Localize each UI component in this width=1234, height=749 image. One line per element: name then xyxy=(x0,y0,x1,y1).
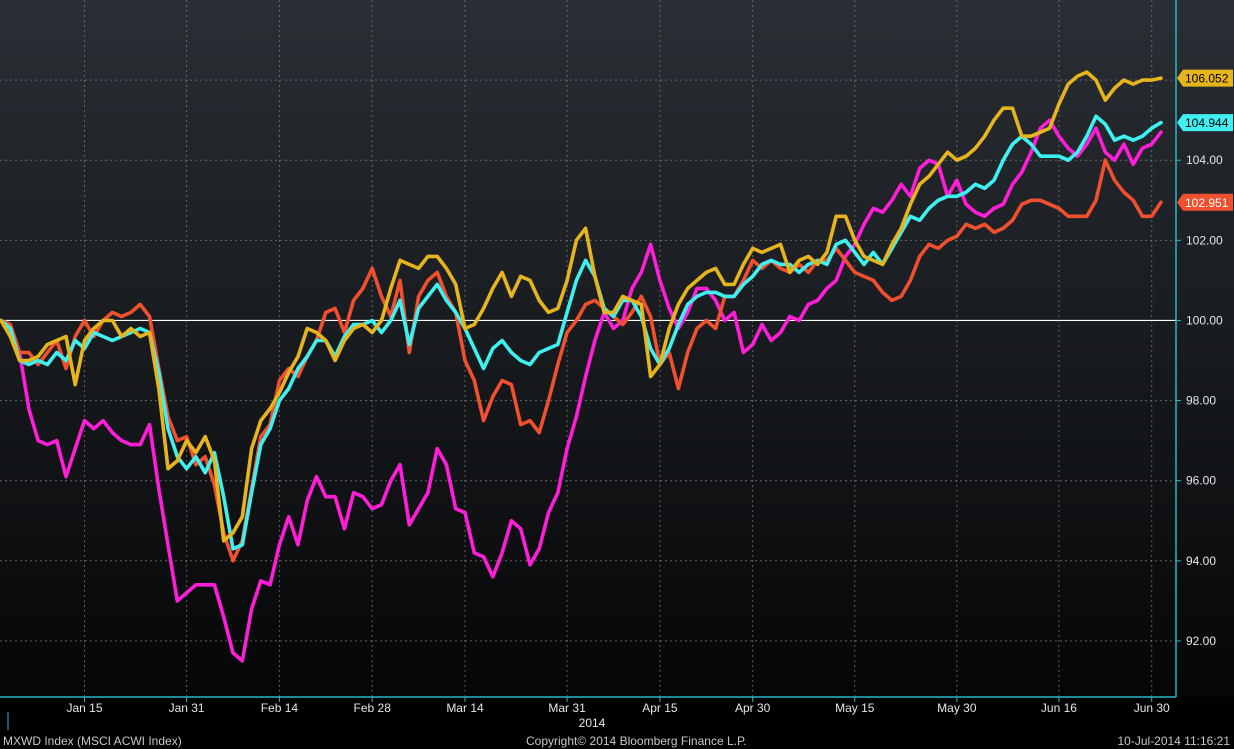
x-tick-label: Apr 30 xyxy=(735,701,771,715)
series-lines xyxy=(0,70,1163,663)
last-value-tag-orange: 102.951 xyxy=(1177,193,1233,211)
series-line-magenta xyxy=(0,118,1163,663)
series-line-yellow xyxy=(0,70,1163,543)
x-tick-label: May 30 xyxy=(937,701,977,715)
last-value-tag-yellow: 106.052 xyxy=(1177,69,1233,87)
last-value-tag-bg xyxy=(1177,114,1233,132)
y-tick-label: 92.00 xyxy=(1186,634,1216,648)
x-tick-label: Feb 28 xyxy=(354,701,392,715)
last-value-labels: 102.951 104.944 106.052 xyxy=(1177,69,1233,211)
x-tick-label: May 15 xyxy=(835,701,875,715)
x-tick-label: Mar 14 xyxy=(446,701,484,715)
x-tick-label: Apr 15 xyxy=(642,701,678,715)
y-tick-label: 104.00 xyxy=(1186,153,1223,167)
y-tick-label: 102.00 xyxy=(1186,233,1223,247)
series-line-cyan xyxy=(0,114,1163,551)
x-tick-label: Jun 30 xyxy=(1134,701,1170,715)
plot-background xyxy=(0,0,1234,697)
last-value-text: 104.944 xyxy=(1185,116,1229,130)
last-value-tag-bg xyxy=(1177,193,1233,211)
x-tick-label: Jun 16 xyxy=(1041,701,1077,715)
timestamp: 10-Jul-2014 11:16:21 xyxy=(1117,734,1230,748)
copyright-text: Copyright© 2014 Bloomberg Finance L.P. xyxy=(526,734,747,748)
y-tick-label: 94.00 xyxy=(1186,554,1216,568)
year-label: 2014 xyxy=(579,716,606,730)
x-tick-label: Mar 31 xyxy=(548,701,586,715)
x-tick-label: Jan 31 xyxy=(169,701,205,715)
grid xyxy=(0,0,1176,697)
y-tick-label: 100.00 xyxy=(1186,313,1223,327)
x-tick-label: Feb 14 xyxy=(261,701,299,715)
y-tick-label: 96.00 xyxy=(1186,474,1216,488)
last-value-text: 102.951 xyxy=(1185,196,1229,210)
last-value-tag-cyan: 104.944 xyxy=(1177,114,1233,132)
x-tick-label: Jan 15 xyxy=(67,701,103,715)
last-value-tag-bg xyxy=(1177,69,1233,87)
security-name: MXWD Index (MSCI ACWI Index) xyxy=(3,734,182,748)
y-tick-label: 98.00 xyxy=(1186,394,1216,408)
last-value-text: 106.052 xyxy=(1185,72,1229,86)
axes: 92.00 94.00 96.00 98.00 100.00 102.00 104.00 Ja… xyxy=(0,0,1223,730)
